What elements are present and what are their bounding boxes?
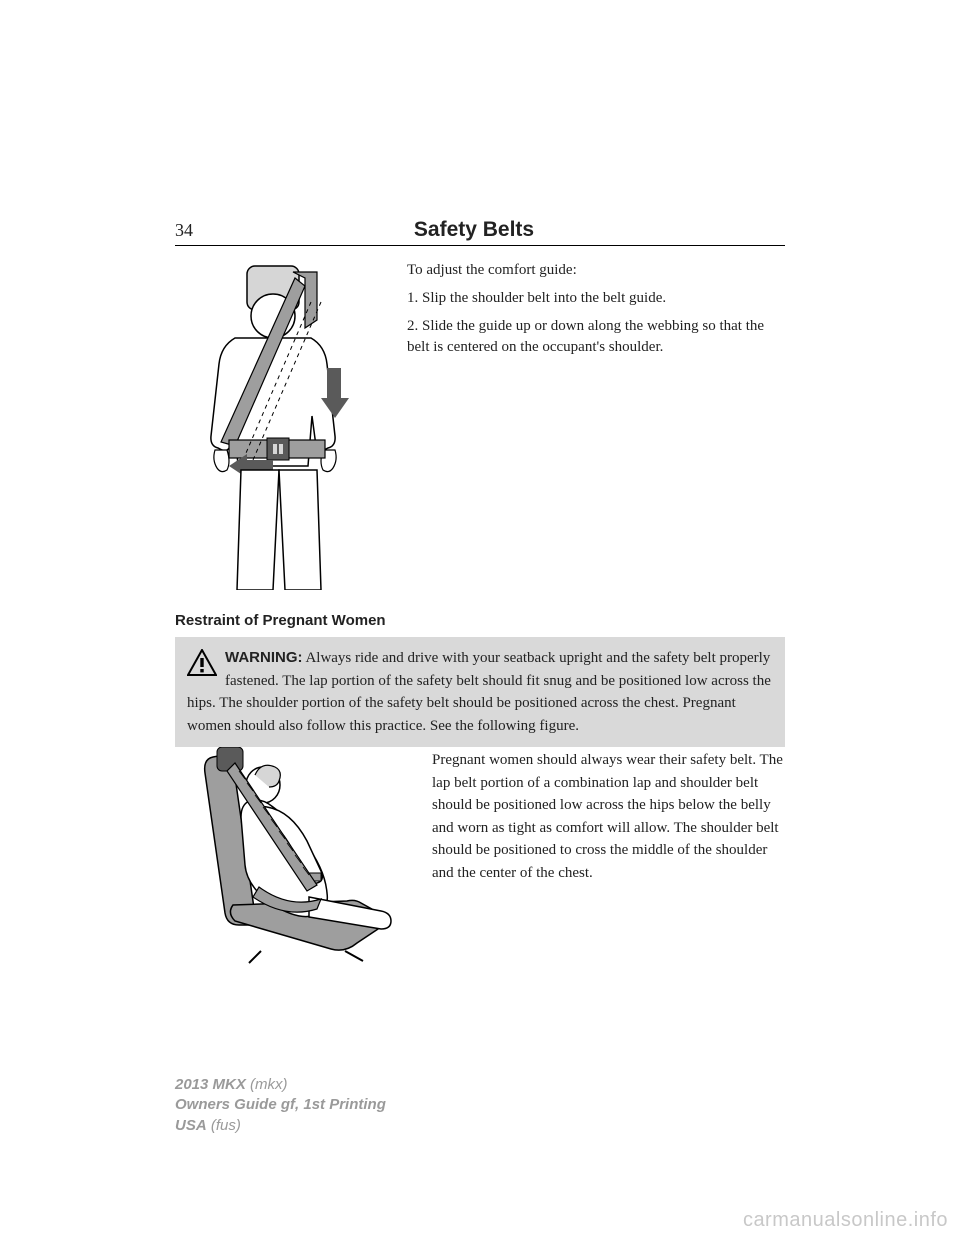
pregnant-text: Pregnant women should always wear their … [432,747,785,967]
warning-block: WARNING: Always ride and drive with your… [175,637,785,747]
page-content: 34 Safety Belts [175,218,785,967]
intro-text: To adjust the comfort guide: [407,260,785,282]
warning-label: WARNING: [225,649,303,666]
pregnant-figure [175,747,410,967]
subheading: Restraint of Pregnant Women [175,612,785,629]
comfort-guide-text: To adjust the comfort guide: 1. Slip the… [407,260,785,590]
comfort-guide-figure [175,260,385,590]
page-number: 34 [175,220,193,241]
warning-icon [187,649,217,677]
footer-market: USA [175,1117,207,1134]
footer-line-3: USA (fus) [175,1116,386,1136]
comfort-guide-section: To adjust the comfort guide: 1. Slip the… [175,260,785,590]
step-2: 2. Slide the guide up or down along the … [407,316,785,360]
watermark: carmanualsonline.info [743,1209,948,1232]
footer-line-2: Owners Guide gf, 1st Printing [175,1095,386,1115]
footer-model-code: (mkx) [246,1076,288,1093]
footer-model: 2013 MKX [175,1076,246,1093]
footer-line-1: 2013 MKX (mkx) [175,1075,386,1095]
section-title: Safety Belts [414,218,534,242]
warning-text: WARNING: Always ride and drive with your… [187,650,771,734]
step-1: 1. Slip the shoulder belt into the belt … [407,288,785,310]
page-header: 34 Safety Belts [175,218,785,246]
footer-market-code: (fus) [207,1117,241,1134]
page-footer: 2013 MKX (mkx) Owners Guide gf, 1st Prin… [175,1075,386,1136]
pregnant-section: Pregnant women should always wear their … [175,747,785,967]
